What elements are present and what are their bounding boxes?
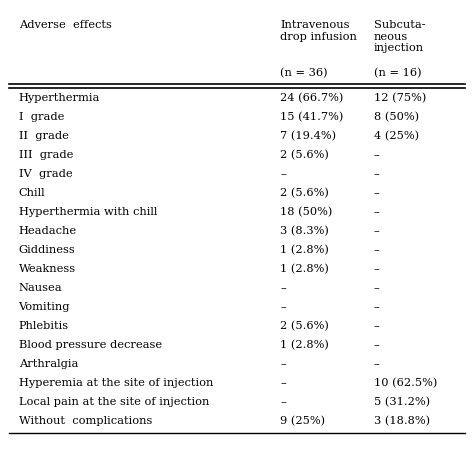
Text: (n = 36): (n = 36)	[280, 68, 328, 78]
Text: 10 (62.5%): 10 (62.5%)	[374, 378, 437, 389]
Text: Local pain at the site of injection: Local pain at the site of injection	[18, 397, 209, 408]
Text: –: –	[374, 207, 379, 217]
Text: Adverse  effects: Adverse effects	[18, 20, 111, 30]
Text: 7 (19.4%): 7 (19.4%)	[280, 131, 337, 141]
Text: Giddiness: Giddiness	[18, 245, 75, 255]
Text: –: –	[374, 188, 379, 198]
Text: 1 (2.8%): 1 (2.8%)	[280, 340, 329, 350]
Text: Blood pressure decrease: Blood pressure decrease	[18, 340, 162, 350]
Text: 18 (50%): 18 (50%)	[280, 207, 333, 217]
Text: 2 (5.6%): 2 (5.6%)	[280, 188, 329, 198]
Text: Weakness: Weakness	[18, 264, 76, 274]
Text: 4 (25%): 4 (25%)	[374, 131, 419, 141]
Text: –: –	[374, 321, 379, 331]
Text: IV  grade: IV grade	[18, 169, 72, 179]
Text: 12 (75%): 12 (75%)	[374, 93, 426, 103]
Text: 2 (5.6%): 2 (5.6%)	[280, 150, 329, 160]
Text: II  grade: II grade	[18, 131, 68, 141]
Text: Headache: Headache	[18, 226, 77, 236]
Text: III  grade: III grade	[18, 150, 73, 160]
Text: Chill: Chill	[18, 188, 45, 198]
Text: Intravenous
drop infusion: Intravenous drop infusion	[280, 20, 357, 42]
Text: –: –	[374, 169, 379, 179]
Text: 1 (2.8%): 1 (2.8%)	[280, 264, 329, 274]
Text: I  grade: I grade	[18, 112, 64, 122]
Text: Subcuta-
neous
injection: Subcuta- neous injection	[374, 20, 425, 53]
Text: –: –	[374, 283, 379, 293]
Text: Hyperemia at the site of injection: Hyperemia at the site of injection	[18, 378, 213, 388]
Text: –: –	[280, 378, 286, 388]
Text: 2 (5.6%): 2 (5.6%)	[280, 321, 329, 331]
Text: 1 (2.8%): 1 (2.8%)	[280, 245, 329, 255]
Text: Hyperthermia with chill: Hyperthermia with chill	[18, 207, 157, 217]
Text: (n = 16): (n = 16)	[374, 68, 421, 78]
Text: –: –	[374, 340, 379, 350]
Text: –: –	[280, 397, 286, 408]
Text: 8 (50%): 8 (50%)	[374, 112, 419, 122]
Text: Vomiting: Vomiting	[18, 302, 70, 312]
Text: –: –	[280, 302, 286, 312]
Text: 15 (41.7%): 15 (41.7%)	[280, 112, 344, 122]
Text: 9 (25%): 9 (25%)	[280, 416, 325, 427]
Text: 5 (31.2%): 5 (31.2%)	[374, 397, 429, 408]
Text: –: –	[374, 264, 379, 274]
Text: 3 (8.3%): 3 (8.3%)	[280, 226, 329, 236]
Text: –: –	[374, 302, 379, 312]
Text: 3 (18.8%): 3 (18.8%)	[374, 416, 429, 427]
Text: Phlebitis: Phlebitis	[18, 321, 69, 331]
Text: 24 (66.7%): 24 (66.7%)	[280, 93, 344, 103]
Text: –: –	[374, 226, 379, 236]
Text: Without  complications: Without complications	[18, 416, 152, 426]
Text: Hyperthermia: Hyperthermia	[18, 93, 100, 103]
Text: –: –	[374, 359, 379, 369]
Text: Arthralgia: Arthralgia	[18, 359, 78, 369]
Text: –: –	[280, 169, 286, 179]
Text: –: –	[280, 283, 286, 293]
Text: –: –	[374, 150, 379, 160]
Text: –: –	[374, 245, 379, 255]
Text: –: –	[280, 359, 286, 369]
Text: Nausea: Nausea	[18, 283, 62, 293]
